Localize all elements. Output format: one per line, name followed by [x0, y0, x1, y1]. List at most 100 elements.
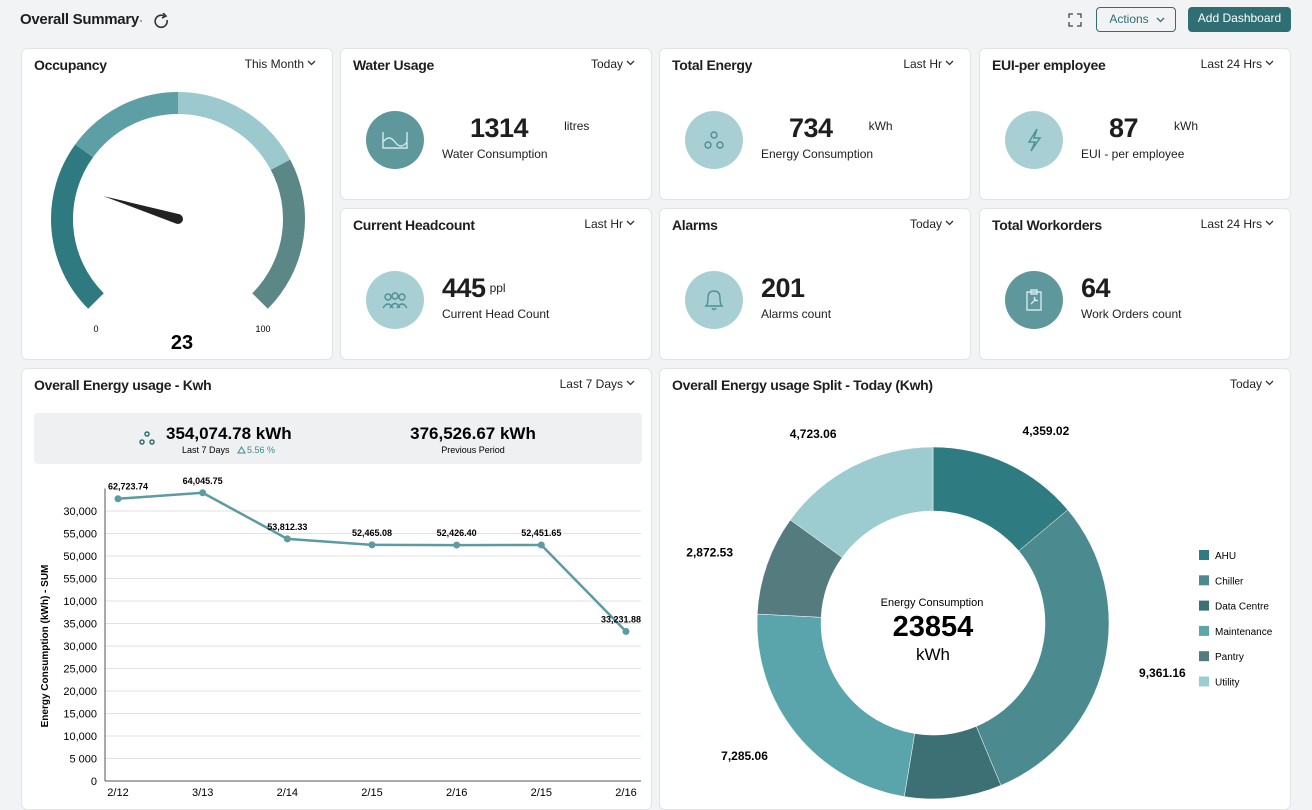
chevron-path	[945, 60, 954, 66]
period-selector[interactable]: This Month	[244, 57, 304, 71]
panel-title: Total Workorders	[992, 217, 1102, 233]
period-selector[interactable]: Last 24 Hrs	[1200, 217, 1262, 231]
y-tick-label: 55,000	[63, 529, 97, 541]
x-tick-label: 2/15	[531, 787, 552, 799]
kpi-block: 64 Work Orders count	[1081, 273, 1181, 321]
gauge-max: 100	[255, 324, 270, 334]
period-selector[interactable]: Last 24 Hrs	[1200, 57, 1262, 71]
expand-icon[interactable]	[1068, 13, 1082, 27]
legend-swatch	[1199, 625, 1209, 636]
segment-label: 9,361.16	[1139, 666, 1186, 680]
chevron	[1265, 60, 1274, 66]
data-point	[453, 541, 461, 549]
y-tick-label: 55,000	[63, 574, 97, 586]
energy-split-panel: Overall Energy usage Split - Today (Kwh)…	[659, 368, 1291, 810]
gauge-band	[51, 144, 104, 309]
icon-glyph	[1027, 128, 1042, 152]
period-selector[interactable]: Last Hr	[903, 57, 942, 71]
energy-icon	[139, 431, 155, 445]
donut-segment	[975, 509, 1110, 786]
y-tick-label: 15,000	[63, 709, 97, 721]
chevron-path	[945, 220, 954, 226]
legend-label: Utility	[1215, 678, 1239, 689]
chevron-path	[1265, 60, 1274, 66]
period-selector[interactable]: Last Hr	[584, 217, 623, 231]
icon-glyph	[704, 131, 724, 149]
center-unit: kWh	[916, 645, 950, 664]
y-tick-label: 0	[91, 776, 97, 788]
kpi-block: 445 ppl Current Head Count	[442, 273, 549, 321]
y-tick-label: 30,000	[63, 641, 97, 653]
period-selector[interactable]: Last 7 Days	[559, 377, 623, 391]
x-tick-label: 2/14	[277, 787, 298, 799]
y-tick-label: 50,000	[63, 551, 97, 563]
refresh-icon[interactable]	[137, 13, 171, 29]
kpi-icon	[685, 111, 743, 169]
data-point	[368, 541, 376, 549]
data-label: 52,465.08	[352, 528, 392, 538]
kpi-card: Current Headcount Last Hr 445 ppl Current He…	[340, 208, 652, 360]
actions-button[interactable]: Actions	[1096, 7, 1176, 32]
panel-title: Overall Energy usage Split - Today (Kwh)	[672, 377, 933, 393]
kpi-icon	[366, 271, 424, 329]
kpi-unit: kWh	[868, 119, 893, 133]
energy-usage-panel: Overall Energy usage - Kwh Last 7 Days 354…	[21, 368, 652, 810]
x-tick-label: 3/13	[192, 787, 213, 799]
segment-label: 4,723.06	[790, 427, 837, 441]
y-axis-label: Energy Consumption (kWh) - SUM	[40, 565, 51, 728]
summary-change: 5.56 %	[247, 445, 275, 455]
kpi-value-row: 445 ppl	[442, 273, 549, 304]
gauge-band	[177, 92, 291, 171]
data-label: 52,426.40	[437, 528, 477, 538]
kpi-block: 87 kWh EUI - per employee	[1081, 113, 1198, 161]
summary-current: 354,074.78 kWh	[166, 424, 292, 443]
legend-label: Data Centre	[1215, 602, 1269, 613]
summary-previous: 376,526.67 kWh	[410, 424, 536, 443]
panel-title: Current Headcount	[353, 217, 475, 233]
panel-title: Overall Energy usage - Kwh	[34, 377, 212, 393]
data-point	[622, 627, 630, 635]
legend-swatch	[1199, 676, 1209, 687]
legend-label: Pantry	[1215, 652, 1244, 663]
icon-circle	[685, 111, 743, 169]
gauge-hub	[173, 214, 183, 224]
panel-title: EUI-per employee	[992, 57, 1106, 73]
panel-title: Total Energy	[672, 57, 753, 73]
chevron	[945, 220, 954, 226]
kpi-block: 1314 litres Water Consumption	[442, 113, 589, 161]
y-tick-label: 35,000	[63, 619, 97, 631]
kpi-value: 734	[789, 113, 833, 143]
actions-label[interactable]: Actions	[1109, 12, 1149, 26]
icon-circle	[1005, 271, 1063, 329]
data-label: 53,812.33	[267, 522, 307, 532]
kpi-card: Alarms Today 201 Alarms count	[659, 208, 971, 360]
data-label: 33,231.88	[601, 614, 641, 624]
data-point	[199, 489, 207, 497]
y-tick-label: 5 000	[69, 754, 97, 766]
kpi-unit: ppl	[489, 281, 506, 295]
period-selector[interactable]: Today	[909, 217, 942, 231]
period-selector[interactable]: Today	[590, 57, 623, 71]
chevron-path	[626, 380, 635, 386]
kpi-value: 445	[442, 273, 486, 303]
line-chart: 354,074.78 kWh Last 7 Days 5.56 % 376,526.6…	[34, 413, 642, 799]
center-value: 23854	[893, 611, 974, 643]
legend-label: AHU	[1215, 551, 1236, 562]
legend-label: Chiller	[1215, 576, 1244, 587]
kpi-icon	[685, 271, 743, 329]
kpi-label: Water Consumption	[442, 147, 548, 161]
icon-circle	[366, 271, 424, 329]
data-label: 64,045.75	[183, 476, 223, 486]
kpi-value: 1314	[470, 113, 529, 143]
kpi-card: Total Energy Last Hr 734 kWh Energy Consumpt…	[659, 48, 971, 200]
gauge-band	[75, 92, 179, 158]
legend-swatch	[1199, 600, 1209, 611]
chevron	[307, 60, 316, 66]
period-selector[interactable]: Today	[1229, 377, 1262, 391]
icon-glyph	[1026, 289, 1042, 311]
kpi-block: 734 kWh Energy Consumption	[761, 113, 893, 161]
add-dashboard-button[interactable]: Add Dashboard	[1188, 7, 1291, 32]
icon-circle	[685, 271, 743, 329]
y-tick-label: 20,000	[63, 686, 97, 698]
data-point	[537, 541, 545, 549]
